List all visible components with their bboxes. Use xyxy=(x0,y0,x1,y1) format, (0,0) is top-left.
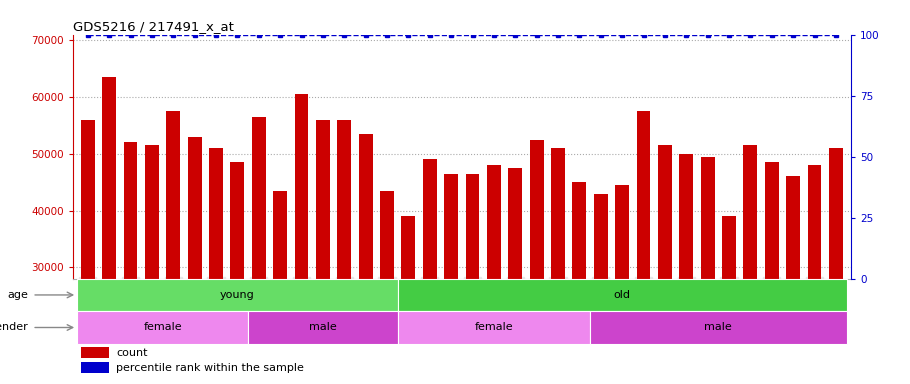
Text: gender: gender xyxy=(0,323,28,333)
Text: male: male xyxy=(309,323,337,333)
Bar xyxy=(380,191,394,384)
Bar xyxy=(252,117,266,384)
Bar xyxy=(594,194,608,384)
Bar xyxy=(81,120,95,384)
Text: young: young xyxy=(220,290,255,300)
Text: percentile rank within the sample: percentile rank within the sample xyxy=(116,362,304,372)
Bar xyxy=(359,134,372,384)
Bar xyxy=(398,279,846,311)
Bar xyxy=(786,177,800,384)
Bar xyxy=(466,174,480,384)
Bar xyxy=(615,185,629,384)
Bar xyxy=(764,162,779,384)
Bar xyxy=(743,145,757,384)
Bar xyxy=(102,77,116,384)
Bar xyxy=(145,145,159,384)
Bar xyxy=(316,120,329,384)
Text: female: female xyxy=(475,323,513,333)
Text: count: count xyxy=(116,348,147,358)
Bar xyxy=(248,311,398,344)
Bar xyxy=(487,165,501,384)
Bar xyxy=(230,162,244,384)
Bar xyxy=(530,140,543,384)
Bar xyxy=(77,311,248,344)
Bar xyxy=(572,182,586,384)
Bar xyxy=(124,142,137,384)
Bar xyxy=(338,120,351,384)
Text: male: male xyxy=(704,323,733,333)
Bar xyxy=(658,145,672,384)
Bar xyxy=(829,148,843,384)
Bar xyxy=(680,154,693,384)
Bar xyxy=(81,347,108,358)
Bar xyxy=(509,168,522,384)
Bar xyxy=(807,165,822,384)
Bar xyxy=(637,111,651,384)
Bar xyxy=(701,157,714,384)
Bar xyxy=(401,216,415,384)
Bar xyxy=(295,94,308,384)
Text: female: female xyxy=(143,323,182,333)
Bar xyxy=(77,279,398,311)
Bar xyxy=(167,111,180,384)
Bar xyxy=(722,216,736,384)
Text: GDS5216 / 217491_x_at: GDS5216 / 217491_x_at xyxy=(73,20,234,33)
Text: age: age xyxy=(7,290,28,300)
Bar xyxy=(273,191,287,384)
Text: old: old xyxy=(613,290,631,300)
Bar xyxy=(551,148,565,384)
Bar xyxy=(398,311,590,344)
Bar xyxy=(187,137,202,384)
Bar xyxy=(444,174,458,384)
Bar xyxy=(423,159,437,384)
Bar xyxy=(209,148,223,384)
Bar xyxy=(81,362,108,373)
Bar xyxy=(590,311,846,344)
